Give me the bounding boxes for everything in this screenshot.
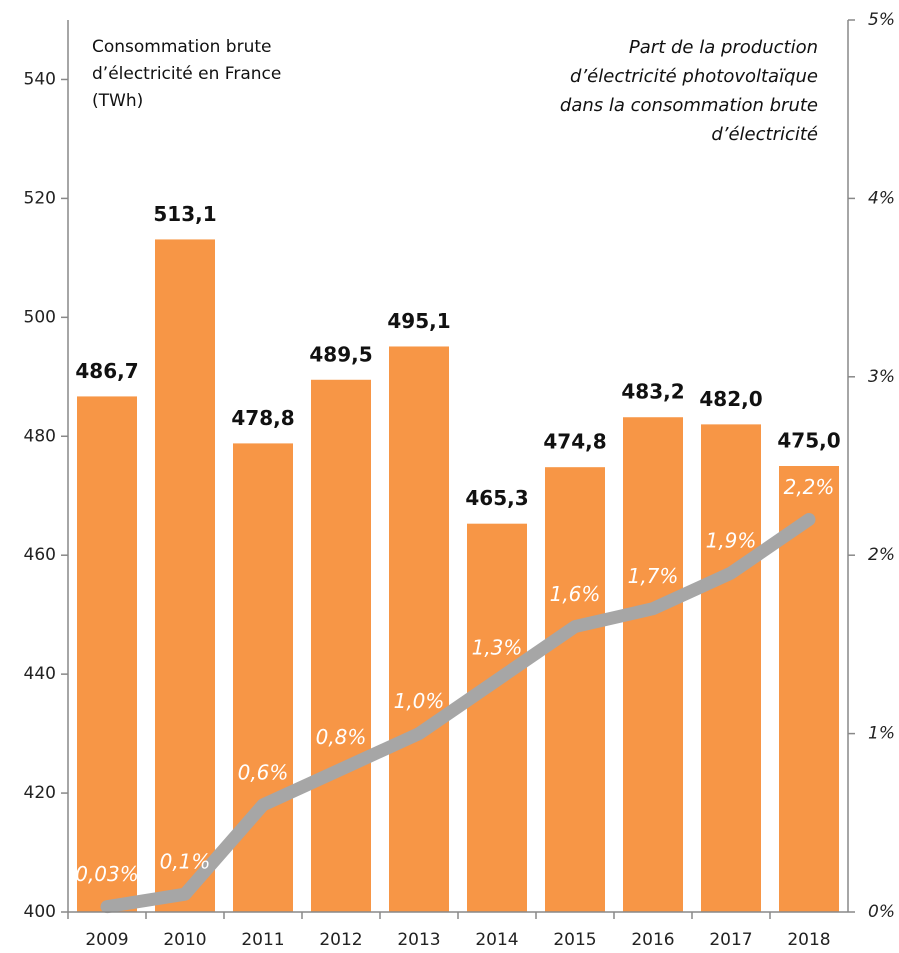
y2-tick-label: 1% [868, 724, 895, 744]
x-tick-label: 2010 [163, 930, 206, 950]
bar-value-label: 489,5 [309, 342, 372, 366]
bar-value-label: 474,8 [543, 430, 606, 454]
bar [467, 523, 527, 912]
y2-tick-label: 4% [868, 188, 895, 208]
left-axis-title: (TWh) [92, 91, 143, 111]
bar-value-label: 483,2 [621, 380, 684, 404]
bar [623, 417, 683, 912]
x-tick-label: 2016 [631, 930, 674, 950]
y2-tick-label: 0% [868, 902, 895, 922]
y-tick-label: 520 [24, 188, 56, 208]
x-tick-label: 2017 [709, 930, 752, 950]
left-axis-title: d’électricité en France [92, 64, 281, 84]
x-tick-label: 2009 [85, 930, 128, 950]
y2-tick-label: 3% [868, 367, 895, 387]
bar [77, 396, 137, 912]
x-tick-label: 2011 [241, 930, 284, 950]
right-axis-title: d’électricité [711, 124, 818, 145]
line-value-label: 1,6% [550, 582, 601, 606]
y-tick-label: 480 [24, 426, 56, 446]
bar-value-label: 513,1 [153, 202, 216, 226]
x-tick-label: 2012 [319, 930, 362, 950]
x-tick-label: 2015 [553, 930, 596, 950]
line-value-label: 1,7% [628, 564, 679, 588]
bar [311, 379, 371, 913]
y-tick-label: 540 [24, 69, 56, 89]
y-tick-label: 420 [24, 783, 56, 803]
bar-value-label: 482,0 [699, 387, 762, 411]
right-axis-title: d’électricité photovoltaïque [570, 66, 818, 87]
line-value-label: 1,3% [472, 636, 523, 660]
bar [155, 239, 215, 912]
bar [545, 467, 605, 912]
bar-value-label: 486,7 [75, 359, 138, 383]
line-value-label: 1,0% [394, 689, 445, 713]
y-tick-label: 460 [24, 545, 56, 565]
right-axis-title: Part de la production [629, 37, 818, 58]
bar [389, 346, 449, 912]
x-tick-label: 2014 [475, 930, 518, 950]
x-tick-label: 2018 [787, 930, 830, 950]
bar-value-label: 478,8 [231, 406, 294, 430]
y2-tick-label: 5% [868, 10, 895, 30]
line [100, 513, 816, 914]
bar [233, 443, 293, 912]
right-axis-title: dans la consommation brute [560, 95, 818, 116]
y2-tick-label: 2% [868, 545, 895, 565]
line-value-label: 0,6% [238, 760, 289, 784]
bar-value-label: 475,0 [777, 429, 840, 453]
bar-value-label: 465,3 [465, 486, 528, 510]
line-value-label: 0,8% [316, 725, 367, 749]
left-axis-title: Consommation brute [92, 37, 272, 57]
y-tick-label: 440 [24, 664, 56, 684]
line-value-label: 2,2% [784, 475, 835, 499]
bar [701, 424, 761, 912]
line-value-label: 0,03% [75, 862, 139, 886]
line-value-label: 0,1% [160, 850, 211, 874]
bar-value-label: 495,1 [387, 309, 450, 333]
y-tick-label: 400 [24, 902, 56, 922]
x-tick-label: 2013 [397, 930, 440, 950]
y-tick-label: 500 [24, 307, 56, 327]
line-value-label: 1,9% [706, 529, 757, 553]
